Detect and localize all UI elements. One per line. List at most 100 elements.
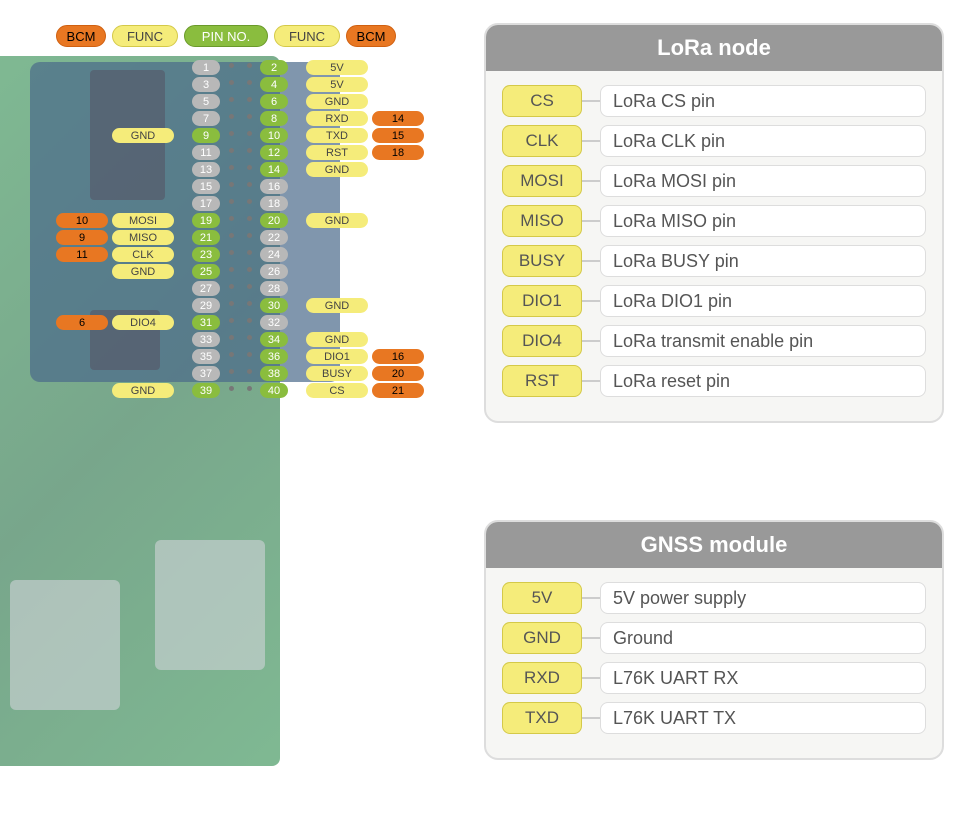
pin-label: GND <box>306 94 368 109</box>
legend-bcm-right: BCM <box>346 25 396 47</box>
pin-number: 13 <box>192 162 220 177</box>
pin-number: 11 <box>192 145 220 160</box>
pin-number: 38 <box>260 366 288 381</box>
pin-label: CS <box>306 383 368 398</box>
gnss-tag: 5V <box>502 582 582 614</box>
pinout-diagram: BCM FUNC PIN NO. FUNC BCM 125V345V56GND7… <box>56 25 424 397</box>
pin-label: 14 <box>372 111 424 126</box>
lora-tag: MOSI <box>502 165 582 197</box>
pin-label: 6 <box>56 315 108 330</box>
pin-number: 7 <box>192 111 220 126</box>
lora-tag: BUSY <box>502 245 582 277</box>
gnss-rows-container: 5V5V power supply GND Ground RXD L76K UART R… <box>502 582 926 734</box>
pin-label: GND <box>112 383 174 398</box>
pin-row: 5 6 GND <box>56 91 424 108</box>
panel-lora-node: LoRa node CSLoRa CS pin CLKLoRa CLK pin MO… <box>484 23 944 423</box>
pin-label: 20 <box>372 366 424 381</box>
pin-label: 15 <box>372 128 424 143</box>
pin-number: 36 <box>260 349 288 364</box>
gnss-desc: Ground <box>600 622 926 654</box>
pin-number: 17 <box>192 196 220 211</box>
pin-number: 23 <box>192 247 220 262</box>
lora-tag: RST <box>502 365 582 397</box>
pin-number: 15 <box>192 179 220 194</box>
pin-label: RST <box>306 145 368 160</box>
pin-number: 19 <box>192 213 220 228</box>
gnss-row: GND Ground <box>502 622 926 654</box>
pin-row: 1516 <box>56 176 424 193</box>
usb-port-graphic <box>10 580 120 710</box>
pin-number: 30 <box>260 298 288 313</box>
pin-label: TXD <box>306 128 368 143</box>
pin-number: 28 <box>260 281 288 296</box>
lora-tag: CS <box>502 85 582 117</box>
lora-desc: LoRa reset pin <box>600 365 926 397</box>
lora-row: DIO4 LoRa transmit enable pin <box>502 325 926 357</box>
gnss-tag: RXD <box>502 662 582 694</box>
pin-number: 6 <box>260 94 288 109</box>
pin-number: 34 <box>260 332 288 347</box>
pin-row: 11CLK2324 <box>56 244 424 261</box>
pin-row: 1718 <box>56 193 424 210</box>
pin-number: 33 <box>192 332 220 347</box>
pin-label: 21 <box>372 383 424 398</box>
pin-label: MISO <box>112 230 174 245</box>
lora-row: MISO LoRa MISO pin <box>502 205 926 237</box>
pin-row: 1314GND <box>56 159 424 176</box>
pin-label: DIO1 <box>306 349 368 364</box>
pin-label: DIO4 <box>112 315 174 330</box>
pin-label: RXD <box>306 111 368 126</box>
pin-number: 8 <box>260 111 288 126</box>
pin-row: 2930GND <box>56 295 424 312</box>
pin-row: 3738BUSY20 <box>56 363 424 380</box>
pin-number: 32 <box>260 315 288 330</box>
pin-rows-container: 125V345V56GND78RXD14GND910TXD151112RST18… <box>56 57 424 397</box>
lora-desc: LoRa DIO1 pin <box>600 285 926 317</box>
pin-number: 9 <box>192 128 220 143</box>
pin-label: 10 <box>56 213 108 228</box>
pin-row: 35 36 DIO1 16 <box>56 346 424 363</box>
pin-number: 10 <box>260 128 288 143</box>
pin-label: 18 <box>372 145 424 160</box>
lora-rows-container: CSLoRa CS pin CLKLoRa CLK pin MOSI LoRa MOS… <box>502 85 926 397</box>
pin-number: 37 <box>192 366 220 381</box>
lora-desc: LoRa MISO pin <box>600 205 926 237</box>
pin-row: GND 9 10 TXD 15 <box>56 125 424 142</box>
pin-number: 40 <box>260 383 288 398</box>
lora-row: CSLoRa CS pin <box>502 85 926 117</box>
pin-row: 6DIO43132 <box>56 312 424 329</box>
gnss-row: 5V5V power supply <box>502 582 926 614</box>
lora-desc: LoRa MOSI pin <box>600 165 926 197</box>
pin-label: GND <box>112 128 174 143</box>
pin-number: 22 <box>260 230 288 245</box>
lora-desc: LoRa transmit enable pin <box>600 325 926 357</box>
pin-number: 5 <box>192 94 220 109</box>
pin-row: 9MISO2122 <box>56 227 424 244</box>
lora-row: BUSYLoRa BUSY pin <box>502 245 926 277</box>
pin-row: 3334GND <box>56 329 424 346</box>
gnss-desc: L76K UART RX <box>600 662 926 694</box>
lora-row: CLKLoRa CLK pin <box>502 125 926 157</box>
pin-number: 12 <box>260 145 288 160</box>
pin-label: MOSI <box>112 213 174 228</box>
pin-row: 7 8 RXD 14 <box>56 108 424 125</box>
gnss-desc: L76K UART TX <box>600 702 926 734</box>
pin-number: 16 <box>260 179 288 194</box>
lora-row: RST LoRa reset pin <box>502 365 926 397</box>
legend-pinno: PIN NO. <box>184 25 268 47</box>
gnss-tag: TXD <box>502 702 582 734</box>
pin-number: 14 <box>260 162 288 177</box>
lora-tag: MISO <box>502 205 582 237</box>
lora-tag: DIO4 <box>502 325 582 357</box>
lora-row: DIO1LoRa DIO1 pin <box>502 285 926 317</box>
pin-row: 125V <box>56 57 424 74</box>
pin-number: 35 <box>192 349 220 364</box>
pin-label: 16 <box>372 349 424 364</box>
panel-lora-title: LoRa node <box>486 25 942 71</box>
pin-row: 10MOSI1920GND <box>56 210 424 227</box>
pin-number: 25 <box>192 264 220 279</box>
ethernet-port-graphic <box>155 540 265 670</box>
pin-label: 11 <box>56 247 108 262</box>
gnss-tag: GND <box>502 622 582 654</box>
pin-label: CLK <box>112 247 174 262</box>
